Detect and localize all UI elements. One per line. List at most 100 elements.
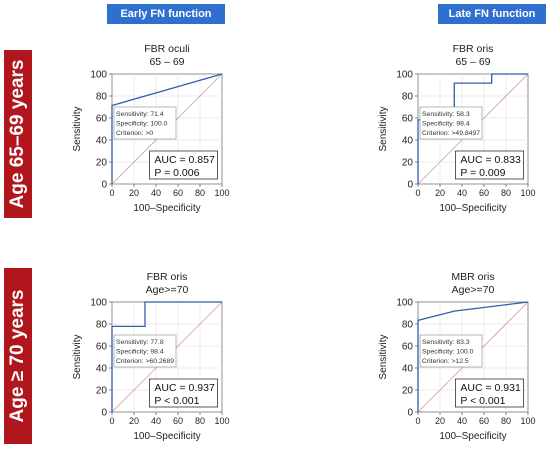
x-tick-label: 0 <box>109 416 114 426</box>
y-tick-label: 0 <box>101 408 107 419</box>
chart-title: FBR oculi <box>144 43 190 55</box>
criterion-box <box>419 106 483 140</box>
y-tick-label: 60 <box>96 342 108 353</box>
row-label-age-70-plus: Age ≥ 70 years <box>4 268 32 444</box>
auc-value: AUC = 0.937 <box>154 382 215 394</box>
x-axis-label: 100–Specificity <box>133 203 200 214</box>
auc-value: AUC = 0.931 <box>460 382 521 394</box>
x-tick-label: 0 <box>415 416 420 426</box>
criterion-line: Criterion: >49.8497 <box>422 130 480 137</box>
criterion-box <box>419 334 483 368</box>
x-tick-label: 100 <box>520 188 535 198</box>
x-tick-label: 40 <box>151 416 161 426</box>
x-tick-label: 60 <box>479 416 489 426</box>
roc-curve-line <box>111 73 223 184</box>
y-tick-label: 100 <box>396 298 413 309</box>
y-tick-label: 80 <box>96 92 108 103</box>
x-tick-label: 20 <box>129 416 139 426</box>
x-tick-label: 80 <box>501 416 511 426</box>
y-tick-label: 40 <box>402 364 414 375</box>
auc-value: AUC = 0.833 <box>460 154 521 166</box>
y-tick-label: 100 <box>396 70 413 81</box>
y-tick-label: 80 <box>402 320 414 331</box>
criterion-line: Specificity: 98.4 <box>116 349 164 356</box>
x-tick-label: 100 <box>520 416 535 426</box>
criterion-line: Sensitivity: 58.3 <box>422 111 470 118</box>
x-tick-label: 0 <box>109 188 114 198</box>
y-tick-label: 80 <box>402 92 414 103</box>
y-tick-label: 0 <box>407 180 413 191</box>
row-label-text: Age ≥ 70 years <box>7 289 28 423</box>
chart-title: FBR oris <box>147 271 188 283</box>
column-header-early: Early FN function <box>107 4 225 24</box>
x-tick-label: 60 <box>173 188 183 198</box>
y-axis-label: Sensitivity <box>72 106 83 151</box>
roc-curve-line <box>111 301 222 412</box>
y-tick-label: 100 <box>90 70 107 81</box>
criterion-line: Specificity: 100.0 <box>422 349 474 356</box>
auc-box <box>455 378 524 408</box>
auc-box <box>455 150 524 180</box>
x-tick-label: 40 <box>457 188 467 198</box>
chart-subtitle: 65 – 69 <box>455 56 490 68</box>
criterion-line: Specificity: 100.0 <box>116 121 168 128</box>
y-tick-label: 0 <box>407 408 413 419</box>
x-tick-label: 60 <box>479 188 489 198</box>
criterion-line: Criterion: >12.5 <box>422 358 469 365</box>
x-tick-label: 40 <box>457 416 467 426</box>
x-tick-label: 20 <box>435 416 445 426</box>
y-tick-label: 100 <box>90 298 107 309</box>
chart-title: MBR oris <box>451 271 494 283</box>
auc-box <box>149 150 218 180</box>
y-tick-label: 20 <box>96 386 108 397</box>
x-axis-label: 100–Specificity <box>133 431 200 442</box>
y-tick-label: 20 <box>402 386 414 397</box>
x-tick-label: 80 <box>195 416 205 426</box>
x-tick-label: 100 <box>214 416 229 426</box>
auc-box <box>149 378 218 408</box>
x-tick-label: 100 <box>214 188 229 198</box>
p-value: P = 0.006 <box>154 167 199 179</box>
x-axis-label: 100–Specificity <box>439 431 506 442</box>
x-tick-label: 20 <box>435 188 445 198</box>
column-header-late: Late FN function <box>438 4 546 24</box>
roc-curve-line <box>417 301 529 412</box>
criterion-box <box>113 106 177 140</box>
criterion-line: Sensitivity: 71.4 <box>116 111 164 118</box>
chart-subtitle: Age>=70 <box>146 284 189 296</box>
y-tick-label: 60 <box>402 342 414 353</box>
y-tick-label: 60 <box>402 114 414 125</box>
criterion-line: Criterion: >60.2689 <box>116 358 174 365</box>
x-tick-label: 60 <box>173 416 183 426</box>
x-tick-label: 20 <box>129 188 139 198</box>
y-tick-label: 20 <box>402 158 414 169</box>
y-tick-label: 20 <box>96 158 108 169</box>
p-value: P = 0.009 <box>460 167 505 179</box>
row-label-text: Age 65–69 years <box>7 59 28 209</box>
x-tick-label: 80 <box>195 188 205 198</box>
y-tick-label: 80 <box>96 320 108 331</box>
p-value: P < 0.001 <box>154 395 199 407</box>
y-tick-label: 60 <box>96 114 108 125</box>
x-axis-label: 100–Specificity <box>439 203 506 214</box>
criterion-box <box>113 334 177 368</box>
x-tick-label: 0 <box>415 188 420 198</box>
y-tick-label: 40 <box>96 136 108 147</box>
y-tick-label: 40 <box>402 136 414 147</box>
chart-subtitle: Age>=70 <box>452 284 495 296</box>
roc-curve-line <box>417 73 528 184</box>
criterion-line: Specificity: 98.4 <box>422 121 470 128</box>
row-label-age-65-69: Age 65–69 years <box>4 50 32 218</box>
y-tick-label: 0 <box>101 180 107 191</box>
auc-value: AUC = 0.857 <box>154 154 215 166</box>
p-value: P < 0.001 <box>460 395 505 407</box>
criterion-line: Sensitivity: 77.8 <box>116 339 164 346</box>
y-tick-label: 40 <box>96 364 108 375</box>
x-tick-label: 40 <box>151 188 161 198</box>
criterion-line: Sensitivity: 83.3 <box>422 339 470 346</box>
x-tick-label: 80 <box>501 188 511 198</box>
